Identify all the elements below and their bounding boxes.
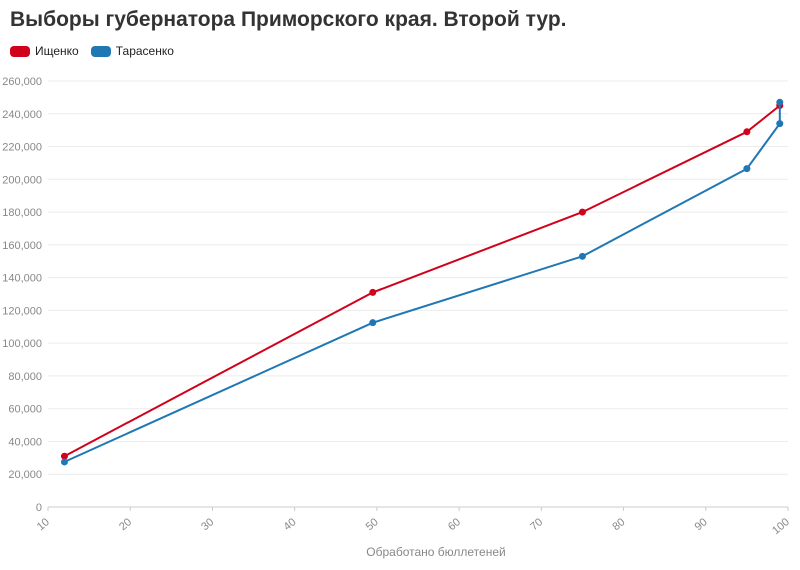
legend-label-ishchenko: Ищенко xyxy=(35,44,79,58)
y-tick-label: 220,000 xyxy=(2,142,42,154)
y-tick-label: 0 xyxy=(36,502,42,514)
x-tick-label: 80 xyxy=(610,516,627,533)
y-tick-label: 200,000 xyxy=(2,174,42,186)
chart-title: Выборы губернатора Приморского края. Вто… xyxy=(10,8,567,31)
x-tick-label: 30 xyxy=(199,516,216,533)
y-tick-label: 140,000 xyxy=(2,273,42,285)
x-tick-label: 90 xyxy=(693,516,710,533)
y-tick-label: 100,000 xyxy=(2,338,42,350)
data-point-0 xyxy=(60,452,68,460)
legend-swatch-tarasenko xyxy=(90,45,111,57)
data-point-1 xyxy=(60,458,68,466)
y-tick-label: 60,000 xyxy=(8,404,42,416)
x-tick-label: 20 xyxy=(117,516,134,533)
data-point-1 xyxy=(578,252,586,260)
y-tick-label: 260,000 xyxy=(2,76,42,88)
x-axis-label: Обработано бюллетеней xyxy=(366,545,505,559)
data-point-0 xyxy=(578,208,586,216)
data-point-1 xyxy=(776,120,784,128)
y-tick-label: 20,000 xyxy=(8,469,42,481)
y-tick-label: 240,000 xyxy=(2,109,42,121)
y-tick-label: 120,000 xyxy=(2,305,42,317)
y-tick-label: 40,000 xyxy=(8,436,42,448)
x-tick-label: 50 xyxy=(364,516,381,533)
legend-swatch-ishchenko xyxy=(10,45,30,57)
data-point-0 xyxy=(369,288,377,296)
y-tick-label: 80,000 xyxy=(8,371,42,383)
series-line-1 xyxy=(63,102,781,463)
legend-item-tarasenko[interactable]: Тарасенко xyxy=(90,44,174,58)
x-tick-label: 10 xyxy=(35,516,52,533)
data-point-0 xyxy=(743,128,751,136)
data-point-1 xyxy=(743,165,751,173)
y-tick-label: 180,000 xyxy=(2,207,42,219)
y-tick-label: 160,000 xyxy=(2,240,42,252)
data-point-1 xyxy=(369,319,377,327)
x-tick-label: 40 xyxy=(281,516,298,533)
legend-label-tarasenko: Тарасенко xyxy=(115,44,174,58)
x-tick-label: 100 xyxy=(770,516,792,537)
series-line-0 xyxy=(63,104,781,458)
x-tick-label: 60 xyxy=(446,516,463,533)
x-tick-label: 70 xyxy=(528,516,545,533)
data-point-1 xyxy=(776,98,784,106)
legend: Ищенко Тарасенко xyxy=(10,44,174,58)
legend-item-ishchenko[interactable]: Ищенко xyxy=(10,44,79,58)
